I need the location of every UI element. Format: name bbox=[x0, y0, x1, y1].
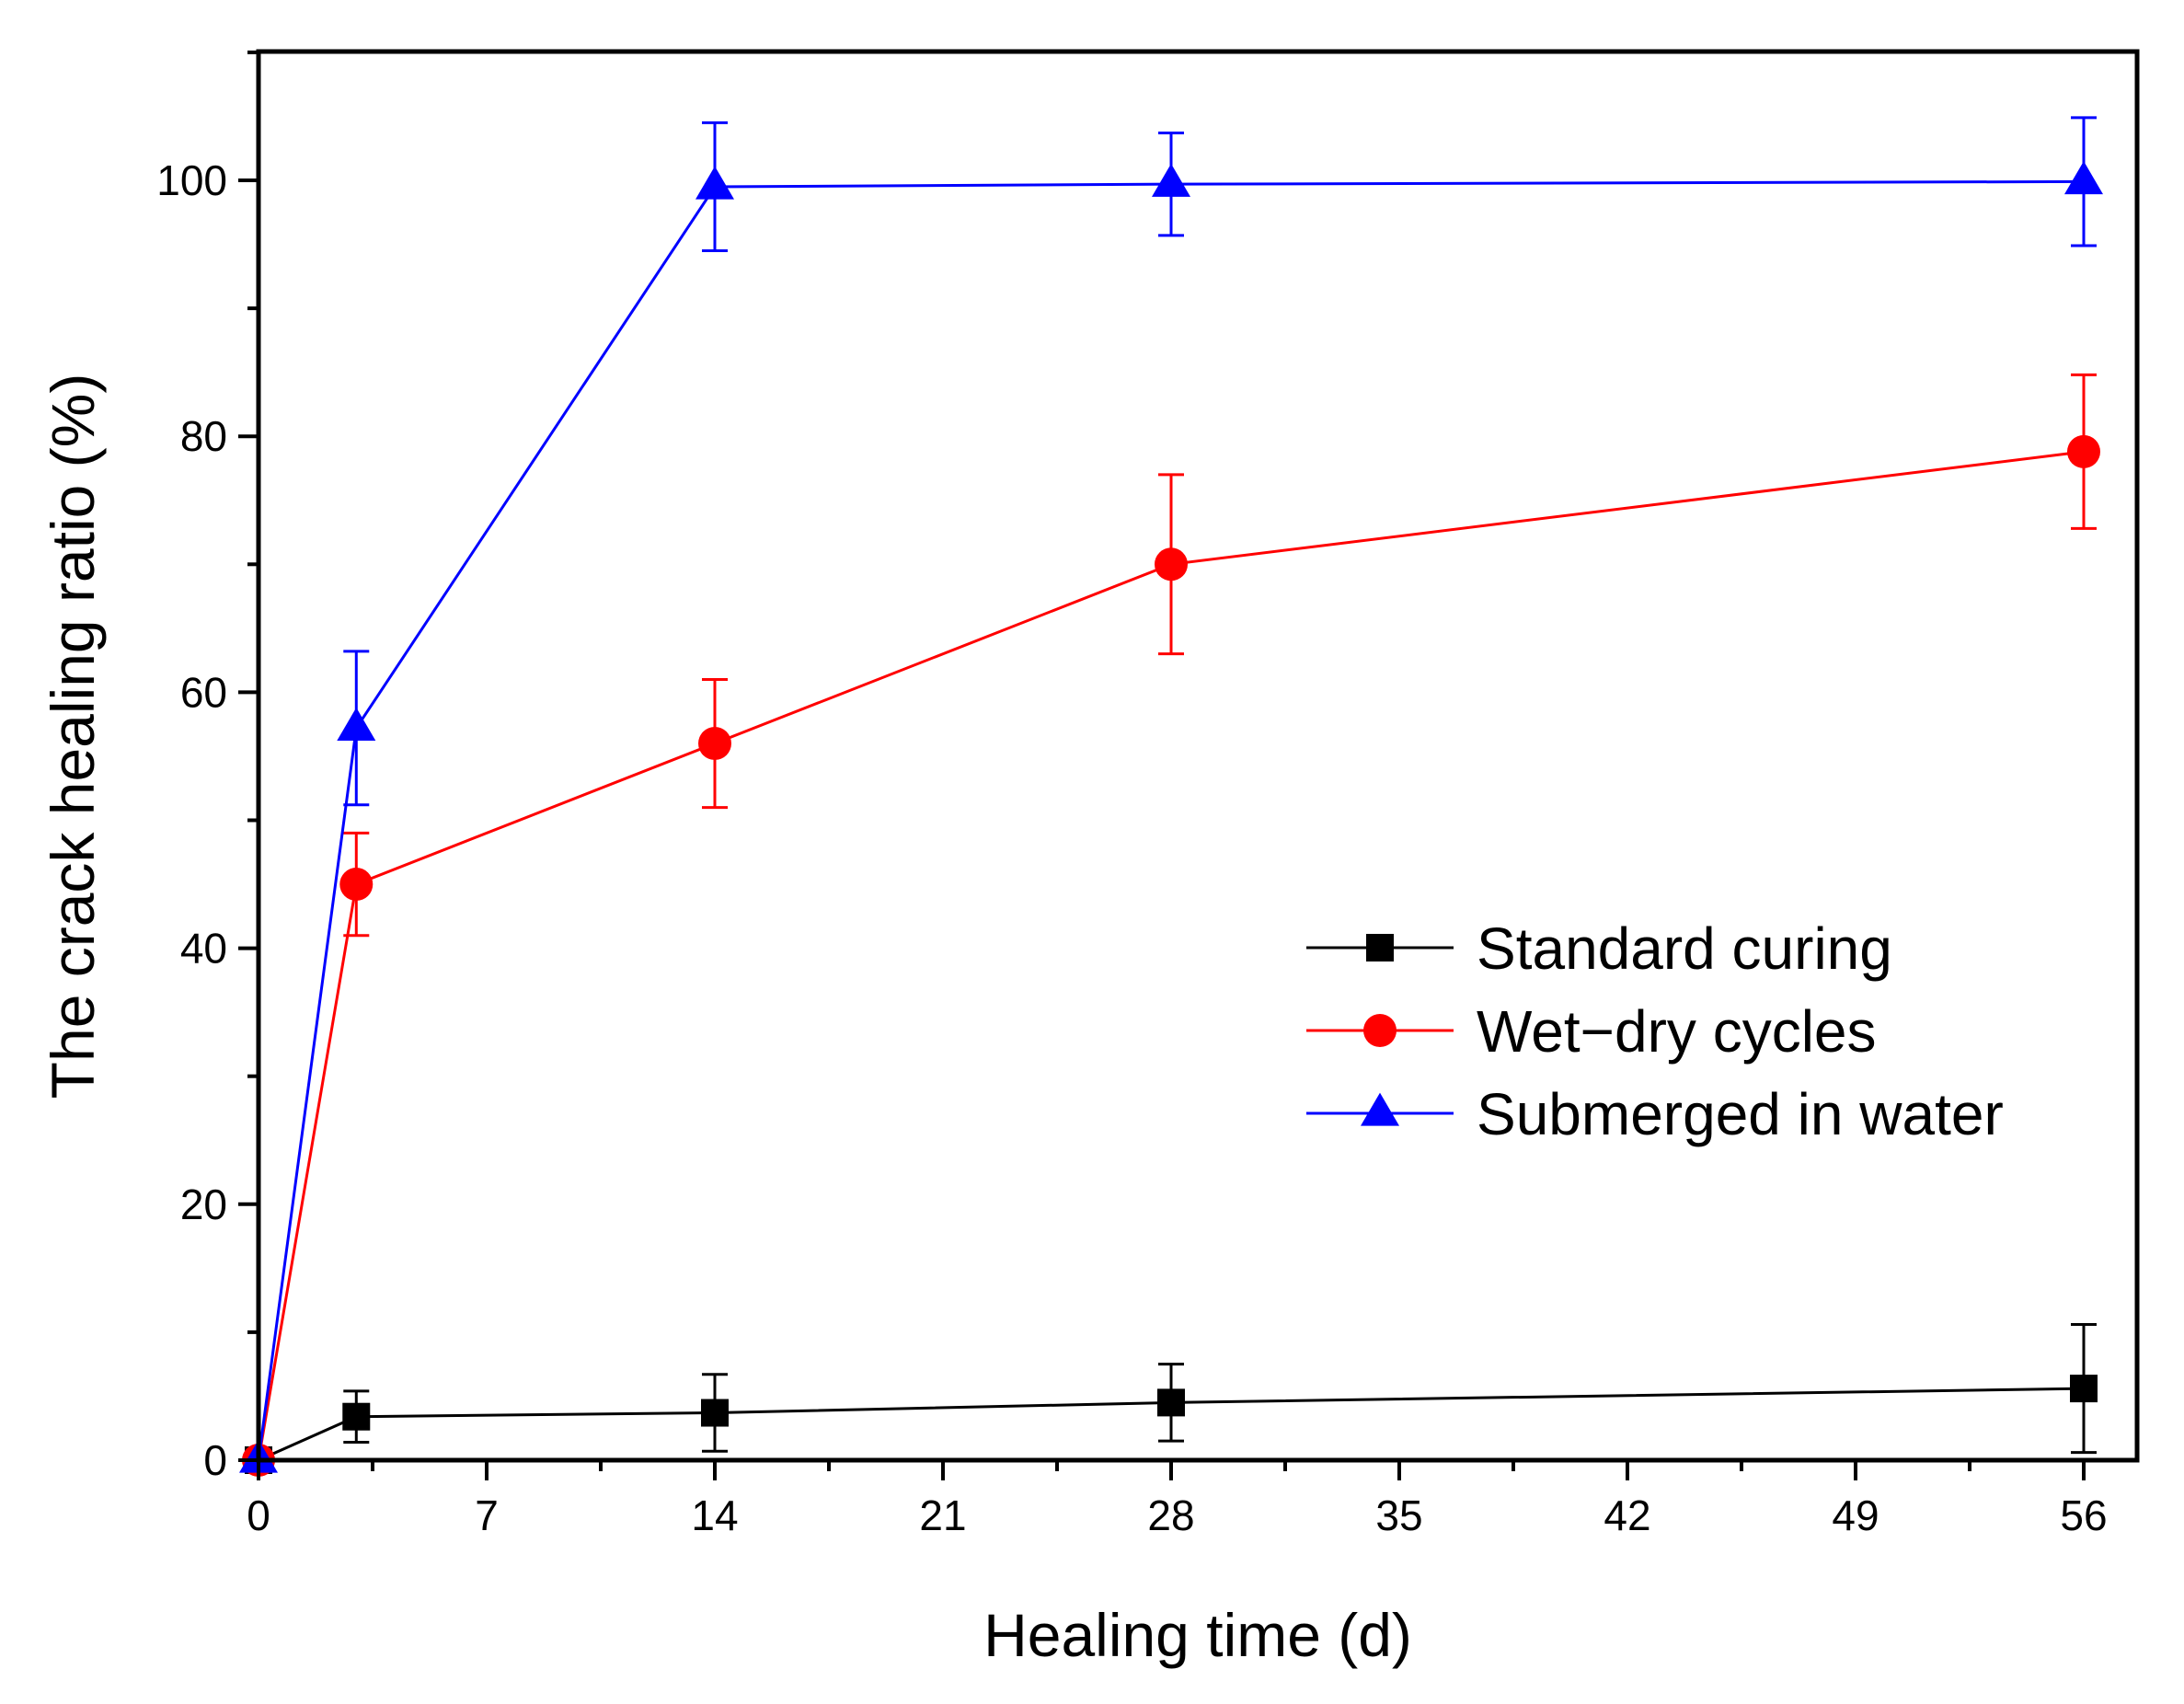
legend-label: Submerged in water bbox=[1477, 1081, 2004, 1147]
legend-marker bbox=[1361, 1092, 1399, 1126]
data-point bbox=[337, 708, 376, 742]
legend-item: Submerged in water bbox=[1306, 1081, 2004, 1147]
x-tick-label: 28 bbox=[1147, 1491, 1194, 1539]
y-tick-label: 60 bbox=[180, 668, 227, 716]
x-tick-label: 49 bbox=[1832, 1491, 1879, 1539]
data-point bbox=[698, 727, 731, 761]
data-point bbox=[1155, 547, 1188, 581]
y-tick-label: 0 bbox=[203, 1436, 227, 1484]
legend-label: Standard curing bbox=[1477, 915, 1892, 982]
plot-frame bbox=[256, 49, 2140, 1463]
x-tick-label: 56 bbox=[2060, 1491, 2107, 1539]
series-square bbox=[245, 1323, 2098, 1474]
legend-marker bbox=[1366, 934, 1394, 961]
data-point bbox=[1152, 163, 1190, 197]
y-tick-label: 100 bbox=[156, 156, 227, 204]
x-axis-ticks: 0 7 14 21 28 35 42 49 56 bbox=[247, 1460, 2108, 1539]
legend-item: Wet−dry cycles bbox=[1306, 998, 1877, 1065]
plot-marks bbox=[239, 116, 2103, 1477]
data-point bbox=[695, 166, 734, 200]
data-point bbox=[2064, 161, 2103, 195]
series-line bbox=[257, 179, 2085, 1461]
x-tick-label: 7 bbox=[475, 1491, 499, 1539]
x-tick-label: 35 bbox=[1375, 1491, 1422, 1539]
y-axis-title: The crack healing ratio (%) bbox=[39, 374, 107, 1100]
legend-marker bbox=[1363, 1014, 1397, 1047]
legend: Standard curing Wet−dry cycles Submerged i… bbox=[1306, 915, 2004, 1147]
x-tick-label: 21 bbox=[919, 1491, 966, 1539]
y-tick-label: 40 bbox=[180, 925, 227, 973]
legend-label: Wet−dry cycles bbox=[1477, 998, 1877, 1065]
y-tick-label: 80 bbox=[180, 412, 227, 460]
data-point bbox=[339, 868, 374, 902]
y-axis-ticks: 0 20 40 60 80 100 bbox=[156, 50, 259, 1484]
data-point bbox=[1157, 1388, 1185, 1417]
data-point bbox=[2067, 434, 2100, 468]
x-axis-title: Healing time (d) bbox=[983, 1601, 1412, 1669]
data-point bbox=[701, 1399, 729, 1427]
x-tick-label: 14 bbox=[691, 1491, 738, 1539]
data-point bbox=[2070, 1375, 2098, 1403]
legend-item: Standard curing bbox=[1306, 915, 1892, 982]
data-point bbox=[342, 1402, 371, 1431]
series-triangle bbox=[239, 116, 2103, 1473]
x-tick-label: 0 bbox=[247, 1491, 270, 1539]
y-tick-label: 20 bbox=[180, 1180, 227, 1228]
x-tick-label: 42 bbox=[1604, 1491, 1650, 1539]
